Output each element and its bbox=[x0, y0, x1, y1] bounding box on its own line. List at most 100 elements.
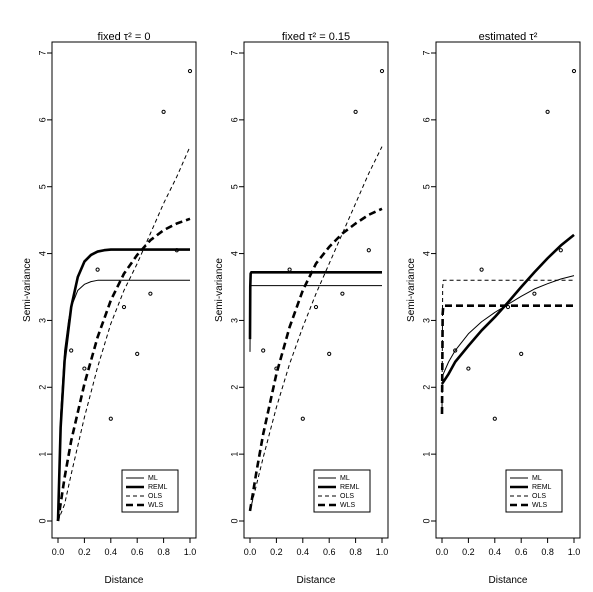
empirical-point bbox=[558, 248, 563, 253]
y-tick-label: 5 bbox=[37, 184, 47, 189]
x-tick-label: 0.2 bbox=[270, 547, 283, 557]
legend-label-wls: WLS bbox=[340, 502, 356, 509]
legend-label-reml: REML bbox=[532, 484, 552, 491]
y-axis-title: Semi-variance bbox=[406, 258, 417, 322]
y-tick-label: 6 bbox=[37, 117, 47, 122]
empirical-point bbox=[532, 291, 537, 296]
empirical-point bbox=[187, 68, 193, 74]
panel-1: fixed τ² = 0 0 1 2 3 4 5 6 7 0.0 0.2 0.4 0.6 0.8 1.0 Di… bbox=[22, 31, 197, 586]
legend-label-reml: REML bbox=[148, 484, 168, 491]
plot-frame bbox=[51, 41, 197, 539]
empirical-point bbox=[327, 351, 332, 356]
empirical-point bbox=[69, 348, 74, 353]
x-tick-label: 0.6 bbox=[515, 547, 528, 557]
y-tick-label: 4 bbox=[37, 251, 47, 256]
plot-frame bbox=[435, 41, 581, 539]
y-tick-label: 7 bbox=[37, 50, 47, 55]
series-line-reml bbox=[440, 233, 575, 385]
plot-frame bbox=[243, 41, 389, 539]
x-tick-label: 1.0 bbox=[568, 547, 581, 557]
x-tick-label: 0.2 bbox=[78, 547, 91, 557]
x-tick-label: 1.0 bbox=[184, 547, 197, 557]
x-tick-label: 1.0 bbox=[376, 547, 389, 557]
empirical-point bbox=[492, 416, 497, 421]
y-tick-label: 0 bbox=[421, 518, 431, 523]
x-tick-label: 0.2 bbox=[462, 547, 475, 557]
empirical-point bbox=[108, 416, 113, 421]
empirical-point bbox=[379, 68, 385, 74]
x-tick-label: 0.0 bbox=[436, 547, 449, 557]
x-tick-label: 0.4 bbox=[489, 547, 502, 557]
x-axis-title: Distance bbox=[297, 575, 336, 586]
series-line-wls bbox=[440, 304, 574, 415]
panel-title: fixed τ² = 0 bbox=[98, 31, 151, 43]
series-line-reml bbox=[56, 248, 190, 522]
empirical-point bbox=[261, 348, 266, 353]
y-tick-label: 2 bbox=[37, 385, 47, 390]
empirical-point bbox=[300, 416, 305, 421]
empirical-point bbox=[353, 109, 358, 114]
y-tick-label: 1 bbox=[421, 452, 431, 457]
y-tick-label: 3 bbox=[37, 318, 47, 323]
x-tick-label: 0.4 bbox=[297, 547, 310, 557]
series-line-wls bbox=[248, 207, 383, 512]
empirical-point bbox=[82, 366, 87, 371]
legend-label-ml: ML bbox=[340, 475, 350, 482]
series-line-ols bbox=[249, 146, 383, 512]
y-tick-label: 2 bbox=[229, 385, 239, 390]
y-tick-label: 3 bbox=[229, 318, 239, 323]
empirical-point bbox=[453, 348, 458, 353]
empirical-point bbox=[545, 109, 550, 114]
y-tick-label: 5 bbox=[421, 184, 431, 189]
legend-label-ols: OLS bbox=[148, 493, 162, 500]
legend-label-ols: OLS bbox=[532, 493, 546, 500]
empirical-point bbox=[571, 68, 577, 74]
x-tick-label: 0.8 bbox=[349, 547, 362, 557]
y-tick-label: 1 bbox=[37, 452, 47, 457]
y-tick-label: 0 bbox=[229, 518, 239, 523]
x-tick-label: 0.6 bbox=[131, 547, 144, 557]
empirical-point bbox=[505, 304, 511, 310]
empirical-point bbox=[313, 304, 319, 310]
empirical-point bbox=[366, 248, 371, 253]
series-line-wls bbox=[56, 217, 191, 522]
empirical-point bbox=[121, 304, 127, 310]
series-line-reml bbox=[248, 270, 382, 340]
legend: ML REML OLS WLS bbox=[313, 469, 371, 513]
legend: ML REML OLS WLS bbox=[121, 469, 179, 513]
y-axis-title: Semi-variance bbox=[214, 258, 225, 322]
y-tick-label: 2 bbox=[421, 385, 431, 390]
empirical-point bbox=[466, 366, 471, 371]
y-axis-title: Semi-variance bbox=[22, 258, 33, 322]
legend-label-wls: WLS bbox=[148, 502, 164, 509]
panel-title: fixed τ² = 0.15 bbox=[282, 31, 350, 43]
legend-label-reml: REML bbox=[340, 484, 360, 491]
legend: ML REML OLS WLS bbox=[505, 469, 563, 513]
x-tick-label: 0.0 bbox=[244, 547, 257, 557]
empirical-point bbox=[161, 109, 166, 114]
panel-2: fixed τ² = 0.15 0 1 2 3 4 5 6 7 0.0 0.2 0.4 0.6 0.8 1.… bbox=[214, 31, 389, 586]
legend-label-ml: ML bbox=[532, 475, 542, 482]
panel-3: estimated τ² 0 1 2 3 4 5 6 7 0.0 0.2 0.4 0.6 0.8 1.0 Di… bbox=[406, 31, 581, 586]
x-tick-label: 0.4 bbox=[105, 547, 118, 557]
legend-label-ols: OLS bbox=[340, 493, 354, 500]
legend-label-ml: ML bbox=[148, 475, 158, 482]
empirical-point bbox=[95, 267, 100, 272]
x-tick-label: 0.8 bbox=[541, 547, 554, 557]
y-tick-label: 4 bbox=[229, 251, 239, 256]
x-tick-label: 0.8 bbox=[157, 547, 170, 557]
y-tick-label: 0 bbox=[37, 518, 47, 523]
x-axis-title: Distance bbox=[489, 575, 528, 586]
empirical-point bbox=[148, 291, 153, 296]
x-axis-title: Distance bbox=[105, 575, 144, 586]
x-tick-label: 0.6 bbox=[323, 547, 336, 557]
y-tick-label: 7 bbox=[229, 50, 239, 55]
y-tick-label: 3 bbox=[421, 318, 431, 323]
y-tick-label: 6 bbox=[421, 117, 431, 122]
y-tick-label: 5 bbox=[229, 184, 239, 189]
empirical-point bbox=[479, 267, 484, 272]
y-tick-label: 6 bbox=[229, 117, 239, 122]
series-line-ml bbox=[441, 275, 575, 378]
